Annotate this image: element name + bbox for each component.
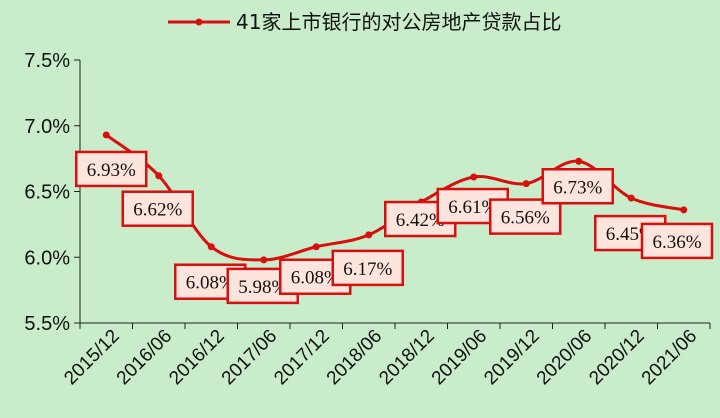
- data-label: 6.36%: [640, 222, 714, 260]
- data-label-box: [121, 190, 194, 227]
- data-label-text: 6.62%: [133, 200, 182, 221]
- x-tick-label: 2020/06: [533, 326, 596, 389]
- data-label-box: [75, 150, 148, 188]
- x-tick-label: 2017/12: [270, 326, 333, 389]
- data-label-text: 6.08%: [291, 268, 340, 289]
- data-label-text: 6.73%: [553, 177, 602, 198]
- legend-marker: [195, 18, 203, 26]
- data-label: 6.17%: [331, 249, 404, 287]
- data-label-box: [331, 249, 404, 287]
- x-tick-label: 2016/12: [165, 326, 228, 389]
- data-point: [207, 243, 215, 251]
- data-label-text: 6.17%: [343, 259, 392, 280]
- data-label-text: 6.56%: [501, 208, 550, 229]
- data-label-text: 6.36%: [652, 232, 701, 253]
- data-point: [260, 256, 268, 264]
- data-label: 6.56%: [489, 198, 562, 235]
- y-tick-label: 7.5%: [24, 50, 70, 72]
- data-label-box: [640, 222, 714, 260]
- data-label-text: 6.93%: [87, 160, 136, 181]
- y-tick-label: 5.5%: [24, 313, 70, 335]
- data-point: [470, 173, 478, 181]
- y-tick-label: 6.0%: [24, 247, 70, 269]
- legend-label: 41家上市银行的对公房地产贷款占比: [236, 10, 561, 34]
- data-label: 6.93%: [75, 150, 148, 188]
- x-tick-label: 2019/06: [428, 326, 491, 389]
- data-labels-layer: 6.93%6.62%6.08% 5.98% 6.08% 6.17%6.42%6.61%…: [75, 150, 714, 305]
- x-tick-label: 2015/12: [60, 326, 123, 389]
- legend: 41家上市银行的对公房地产贷款占比: [168, 10, 561, 34]
- data-label-box: [489, 198, 562, 235]
- x-tick-label: 2017/06: [218, 326, 281, 389]
- data-label: 6.73%: [541, 168, 614, 205]
- data-point: [312, 243, 320, 251]
- data-label: 6.62%: [121, 190, 194, 227]
- data-point: [627, 194, 635, 202]
- y-tick-label: 7.0%: [24, 116, 70, 138]
- data-point: [680, 206, 688, 214]
- data-point: [365, 231, 373, 239]
- data-point: [102, 131, 110, 139]
- data-label-text: 5.98%: [238, 277, 287, 298]
- y-tick-label: 6.5%: [24, 182, 70, 204]
- data-point: [522, 180, 530, 188]
- data-point: [155, 172, 163, 180]
- x-tick-label: 2016/06: [113, 326, 176, 389]
- data-label-box: [541, 168, 614, 205]
- x-tick-label: 2018/12: [375, 326, 438, 389]
- x-tick-label: 2018/06: [323, 326, 386, 389]
- x-tick-label: 2020/12: [585, 326, 648, 389]
- data-label-text: 6.42%: [396, 210, 445, 231]
- data-label-text: 6.08%: [186, 273, 235, 294]
- x-tick-label: 2021/06: [638, 326, 701, 389]
- data-point: [575, 157, 583, 165]
- data-label-text: 6.61%: [448, 197, 497, 218]
- x-tick-label: 2019/12: [480, 326, 543, 389]
